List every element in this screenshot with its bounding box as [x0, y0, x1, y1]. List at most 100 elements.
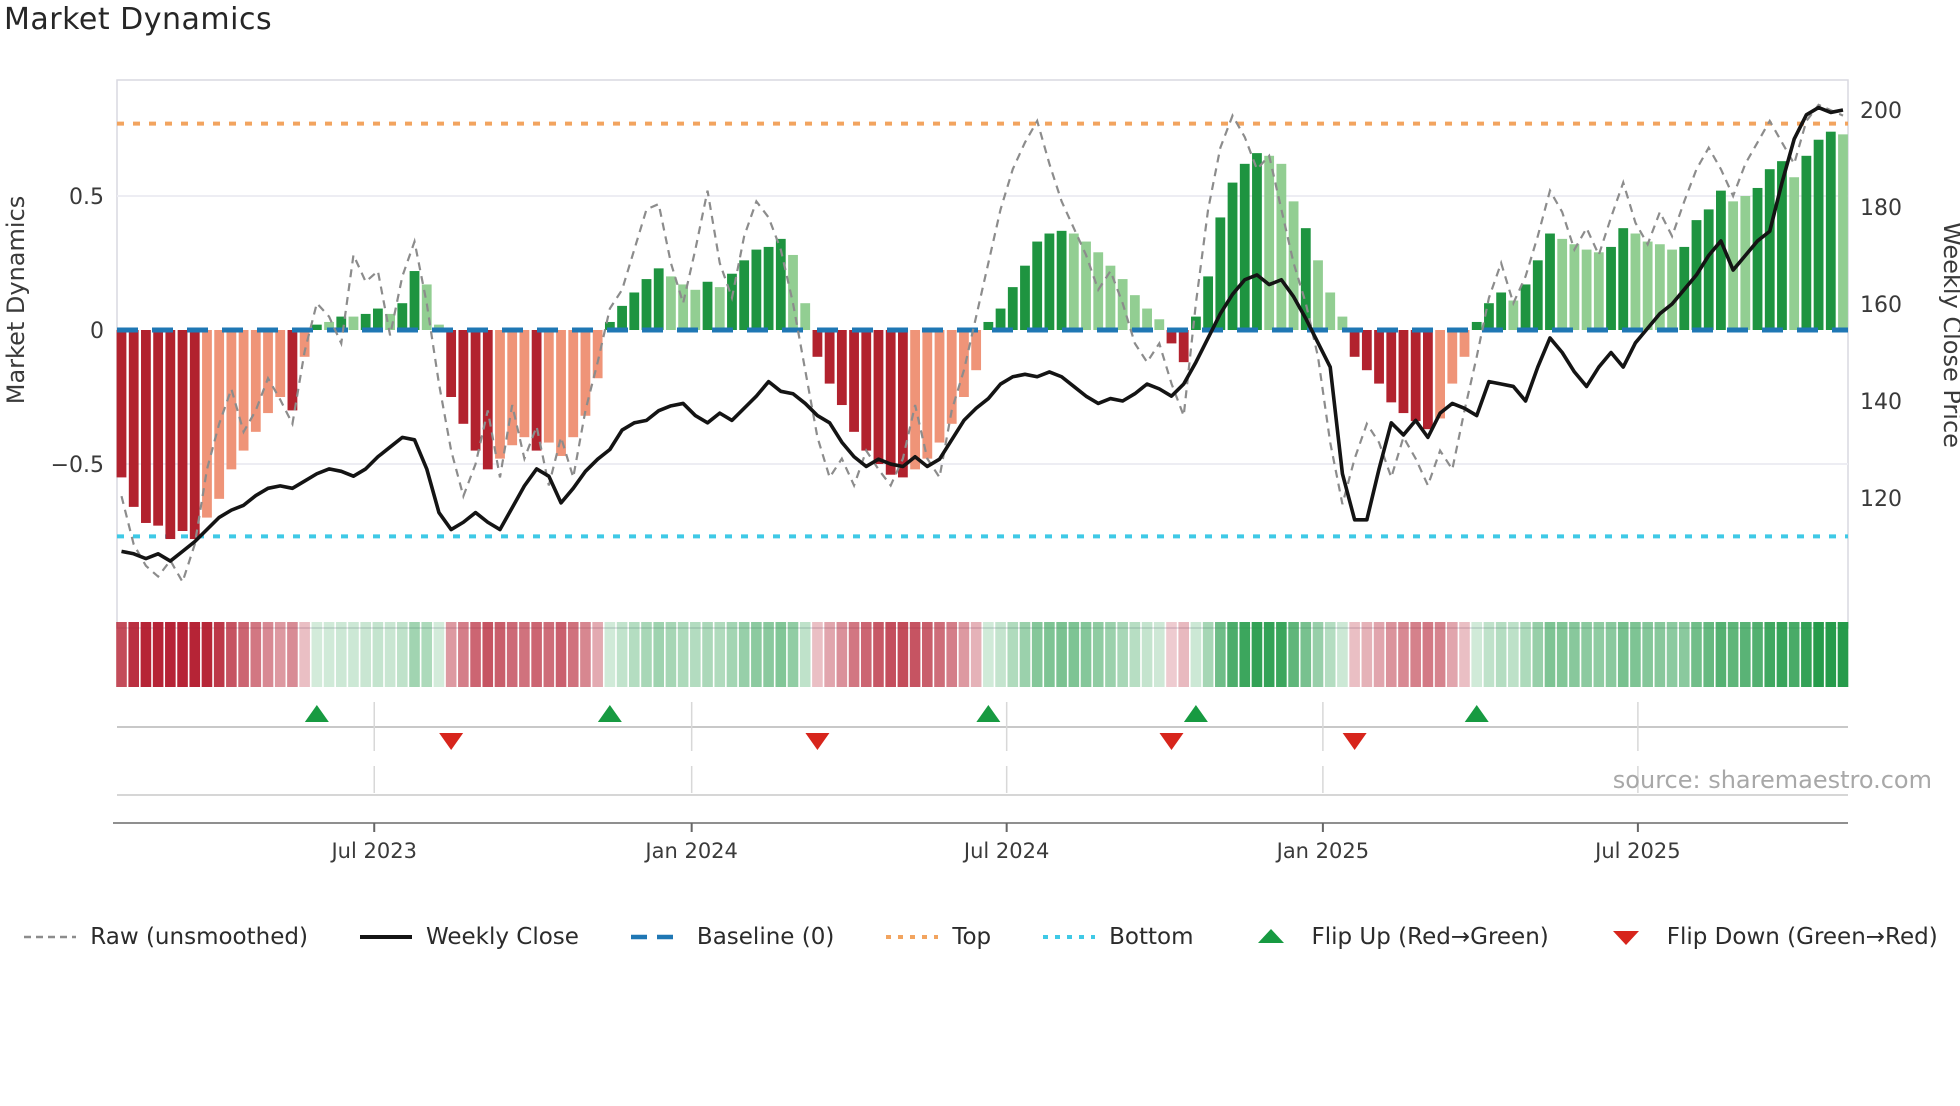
- oscillator-bar: [275, 330, 286, 397]
- legend-item: Weekly Close: [358, 924, 579, 950]
- oscillator-bar: [1801, 155, 1812, 330]
- heatmap-cell: [1642, 622, 1653, 687]
- oscillator-bar: [141, 330, 151, 523]
- heatmap-cell: [580, 622, 591, 687]
- right-tick-label: 200: [1860, 99, 1902, 124]
- oscillator-bar: [1374, 330, 1384, 384]
- x-tick-label: Jan 2024: [643, 839, 738, 863]
- heatmap-cell: [201, 622, 213, 687]
- oscillator-bar: [1825, 131, 1836, 330]
- oscillator-bar: [507, 330, 518, 446]
- oscillator-bar: [1081, 241, 1091, 330]
- heatmap-cell: [1617, 622, 1629, 687]
- heatmap-cell: [738, 622, 750, 687]
- heatmap-cell: [970, 622, 982, 687]
- oscillator-bar: [1764, 169, 1775, 330]
- oscillator-bar: [1166, 330, 1177, 344]
- baseline-icon: [630, 934, 683, 940]
- flip-up-marker: [1183, 705, 1208, 722]
- heatmap-cell: [116, 622, 127, 687]
- heatmap-cell: [1007, 622, 1019, 687]
- oscillator-bar: [568, 330, 579, 438]
- oscillator-bar: [1618, 228, 1629, 330]
- legend-item: Bottom: [1041, 924, 1194, 950]
- heatmap-cell: [1324, 622, 1336, 687]
- heatmap-cell: [433, 622, 445, 687]
- heatmap-cell: [1520, 622, 1531, 687]
- oscillator-bar: [250, 330, 261, 432]
- left-tick-label: 0.5: [69, 185, 104, 210]
- oscillator-bar: [666, 276, 676, 330]
- oscillator-bar: [1435, 330, 1445, 419]
- oscillator-bar: [1361, 330, 1372, 371]
- oscillator-bar: [1642, 241, 1653, 330]
- heatmap-cell: [812, 622, 823, 687]
- oscillator-bar: [1813, 139, 1824, 330]
- legend-label: Flip Down (Green→Red): [1666, 924, 1938, 950]
- oscillator-bar: [177, 330, 188, 531]
- heatmap-cell: [799, 622, 811, 687]
- right-axis-title: Weekly Close Price: [1938, 222, 1960, 448]
- legend-item: Top: [884, 924, 991, 950]
- heatmap-cell: [1373, 622, 1385, 687]
- oscillator-bar: [238, 330, 249, 451]
- heatmap-cell: [897, 622, 909, 687]
- heatmap-cell: [1593, 622, 1605, 687]
- heatmap-cell: [1764, 622, 1776, 687]
- legend-label: Top: [952, 924, 992, 950]
- oscillator-bar: [1752, 187, 1763, 330]
- heatmap-cell: [592, 622, 603, 687]
- heatmap-cell: [1288, 622, 1299, 687]
- heatmap-cell: [1251, 622, 1263, 687]
- heatmap-cell: [1556, 622, 1568, 687]
- heatmap-cell: [1776, 622, 1788, 687]
- x-tick-label: Jan 2025: [1275, 839, 1370, 863]
- oscillator-bar: [360, 313, 371, 330]
- oscillator-bar: [1422, 330, 1433, 430]
- legend-label: Raw (unsmoothed): [90, 924, 308, 950]
- heatmap-cell: [1508, 622, 1519, 687]
- oscillator-bar: [617, 305, 627, 330]
- oscillator-bar: [824, 330, 835, 384]
- oscillator-bar: [678, 284, 689, 330]
- oscillator-bar: [690, 289, 701, 330]
- oscillator-bar: [592, 330, 603, 379]
- oscillator-bar: [727, 273, 737, 330]
- heatmap-cell: [152, 622, 164, 687]
- oscillator-bar: [1630, 233, 1641, 330]
- oscillator-bar: [959, 330, 969, 397]
- oscillator-bar: [1313, 260, 1323, 330]
- heatmap-cell: [262, 622, 274, 687]
- flip-down-marker: [439, 733, 464, 750]
- legend-item: Flip Up (Red→Green): [1244, 924, 1549, 950]
- oscillator-bar: [934, 330, 945, 443]
- oscillator-bar: [775, 238, 786, 330]
- heatmap-cell: [1532, 622, 1544, 687]
- heatmap-cell: [1056, 622, 1067, 687]
- heatmap-cell: [1788, 622, 1800, 687]
- heatmap-cell: [1544, 622, 1556, 687]
- oscillator-bar: [202, 330, 212, 518]
- heatmap-cell: [1337, 622, 1348, 687]
- oscillator-bar: [788, 254, 798, 330]
- oscillator-bar: [1239, 163, 1250, 330]
- oscillator-bar: [434, 324, 444, 330]
- oscillator-bar: [763, 246, 774, 330]
- heatmap-cell: [1740, 622, 1751, 687]
- heatmap-cell: [1398, 622, 1409, 687]
- oscillator-bar: [1398, 330, 1409, 414]
- heatmap-cell: [922, 622, 933, 687]
- oscillator-bar: [482, 330, 493, 470]
- heatmap-cell: [1581, 622, 1592, 687]
- oscillator-bar: [1838, 134, 1848, 330]
- oscillator-bar: [629, 292, 640, 330]
- oscillator-bar: [397, 303, 408, 330]
- flip-down-icon: [1612, 931, 1639, 945]
- oscillator-bar: [971, 330, 982, 371]
- heatmap-cell: [1215, 622, 1226, 687]
- oscillator-bar: [1154, 319, 1165, 330]
- legend-label: Flip Up (Red→Green): [1311, 924, 1549, 950]
- heatmap-cell: [836, 622, 848, 687]
- oscillator-bar: [153, 330, 164, 526]
